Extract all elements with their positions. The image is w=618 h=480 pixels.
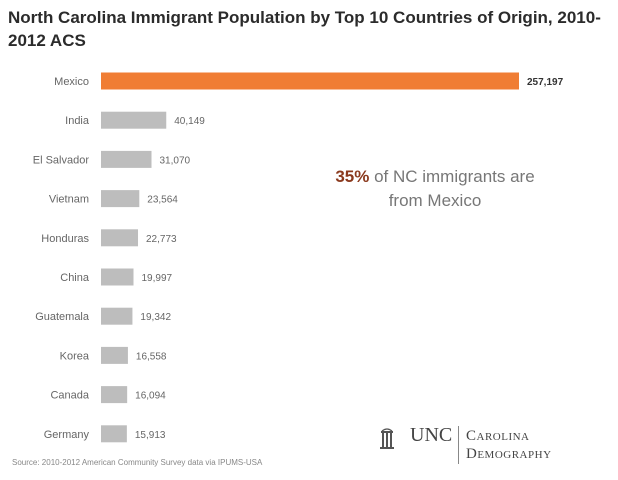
value-label: 16,094	[135, 391, 166, 402]
category-label: India	[65, 115, 90, 127]
callout-annotation: 35% of NC immigrants are from Mexico	[305, 165, 565, 213]
value-label: 257,197	[527, 77, 564, 88]
category-label: Vietnam	[49, 194, 89, 206]
bar-korea	[101, 346, 128, 364]
bar-germany	[101, 425, 127, 443]
bar-guatemala	[101, 307, 133, 325]
category-label: China	[60, 272, 90, 284]
value-label: 16,558	[136, 351, 167, 362]
value-label: 15,913	[135, 430, 166, 441]
bar-el-salvador	[101, 150, 152, 168]
category-label: Honduras	[41, 233, 89, 245]
bar-china	[101, 268, 134, 286]
bar-vietnam	[101, 190, 140, 208]
logo-demography-text: Demography	[466, 446, 552, 462]
category-label: El Salvador	[33, 154, 90, 166]
bar-canada	[101, 386, 128, 404]
value-label: 19,997	[141, 273, 172, 284]
category-label: Germany	[44, 429, 90, 441]
category-label: Canada	[50, 390, 89, 402]
chart-title: North Carolina Immigrant Population by T…	[8, 8, 601, 50]
category-label: Korea	[60, 350, 90, 362]
bar-mexico	[101, 72, 519, 90]
logo-unc-text: UNC	[410, 424, 453, 446]
old-well-icon	[380, 428, 394, 449]
value-label: 23,564	[147, 195, 178, 206]
logo-divider	[458, 426, 459, 464]
value-label: 31,070	[159, 155, 190, 166]
bar-honduras	[101, 229, 139, 247]
category-label: Guatemala	[35, 311, 90, 323]
callout-text-line1: of NC immigrants are	[369, 167, 535, 186]
bar-india	[101, 111, 167, 129]
callout-percentage: 35%	[335, 167, 370, 186]
value-label: 22,773	[146, 234, 177, 245]
value-label: 40,149	[174, 116, 205, 127]
callout-text-line2: from Mexico	[388, 191, 482, 210]
source-note: Source: 2010-2012 American Community Sur…	[12, 458, 263, 467]
category-label: Mexico	[54, 76, 89, 88]
value-label: 19,342	[140, 312, 171, 323]
logo-carolina-text: Carolina	[466, 428, 530, 444]
unc-carolina-demography-logo: UNC Carolina Demography	[380, 424, 600, 470]
